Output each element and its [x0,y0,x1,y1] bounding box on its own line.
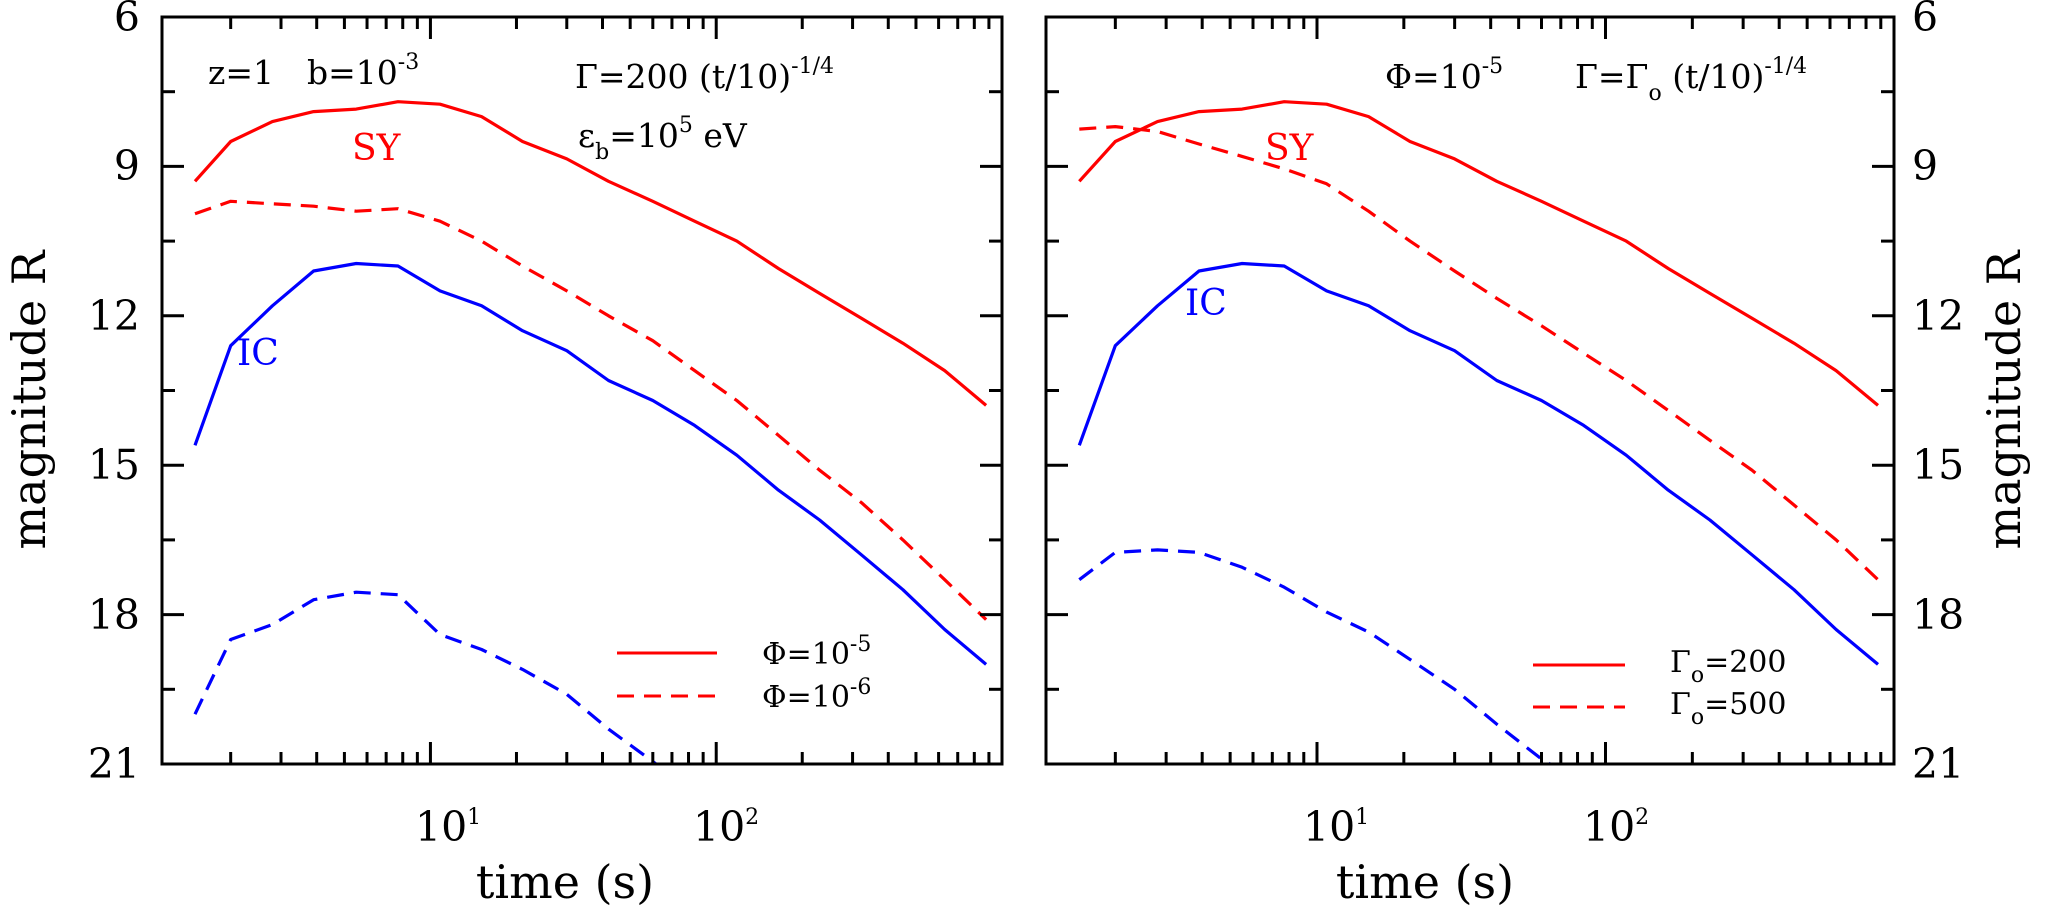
left-y-tick-label: 12 [88,292,140,340]
curve-label-sy: SY [352,128,402,169]
right-series-line [1078,548,1554,764]
left-y-tick-label: 9 [114,142,140,190]
left-series-line [193,100,988,407]
legend-label: Φ=10-5 [762,632,871,672]
right-series-line [1078,100,1880,407]
left-x-tick-label: 102 [693,803,759,851]
right-series-line [1079,124,1880,581]
right-y-tick-label: 9 [1912,142,1938,190]
right-y-tick-label: 18 [1912,591,1964,639]
annotation-gamma: Γ=200 (t/10)-1/4 [575,54,834,96]
annotation-epsilon: εb=105 eV [578,113,748,165]
legend-label: Γo=200 [1670,645,1786,688]
left-series-line [194,199,988,621]
curve-label-ic: IC [1185,283,1227,324]
right-y-tick-label: 12 [1912,292,1964,340]
left-x-tick-label: 101 [415,803,481,851]
left-y-tick-label: 6 [114,0,140,41]
right-y-tick-label: 6 [1912,0,1938,41]
right-plot-frame [1044,15,1896,766]
annotation-b: b=10-3 [307,50,419,92]
right-y-tick-label: 15 [1912,441,1964,489]
left-y-tick-label: 18 [88,591,140,639]
right-x-axis-title: time (s) [1336,855,1514,908]
right-y-axis-title: magnitude R [1977,249,2031,549]
right-x-tick-label: 101 [1303,803,1369,851]
annotation-z: z=1 [208,53,274,92]
annotation-gamma: Γ=Γo (t/10)-1/4 [1575,54,1807,106]
left-series-line [193,261,988,666]
curve-label-ic: IC [237,333,279,374]
left-y-axis-title: magnitude R [2,249,56,549]
left-panel: 6 9 12 15 18 21 101 102 time (s) magnitu… [2,0,1004,908]
right-y-tick-label: 21 [1912,740,1964,788]
right-panel: 6 9 12 15 18 21 101 102 time (s) magnitu… [1044,0,2031,908]
left-y-tick-label: 15 [88,441,140,489]
legend-label: Φ=10-6 [762,675,871,715]
left-x-axis-title: time (s) [476,855,654,908]
left-y-tick-label: 21 [88,740,140,788]
right-x-tick-label: 102 [1583,803,1649,851]
left-series-layer [193,100,988,764]
annotation-phi: Φ=10-5 [1385,54,1503,96]
curve-label-sy: SY [1265,128,1315,169]
right-series-layer [1077,100,1880,764]
legend-label: Γo=500 [1670,687,1786,730]
right-series-line [1077,261,1880,666]
left-series-line [193,590,659,764]
left-plot-frame [160,15,1004,766]
